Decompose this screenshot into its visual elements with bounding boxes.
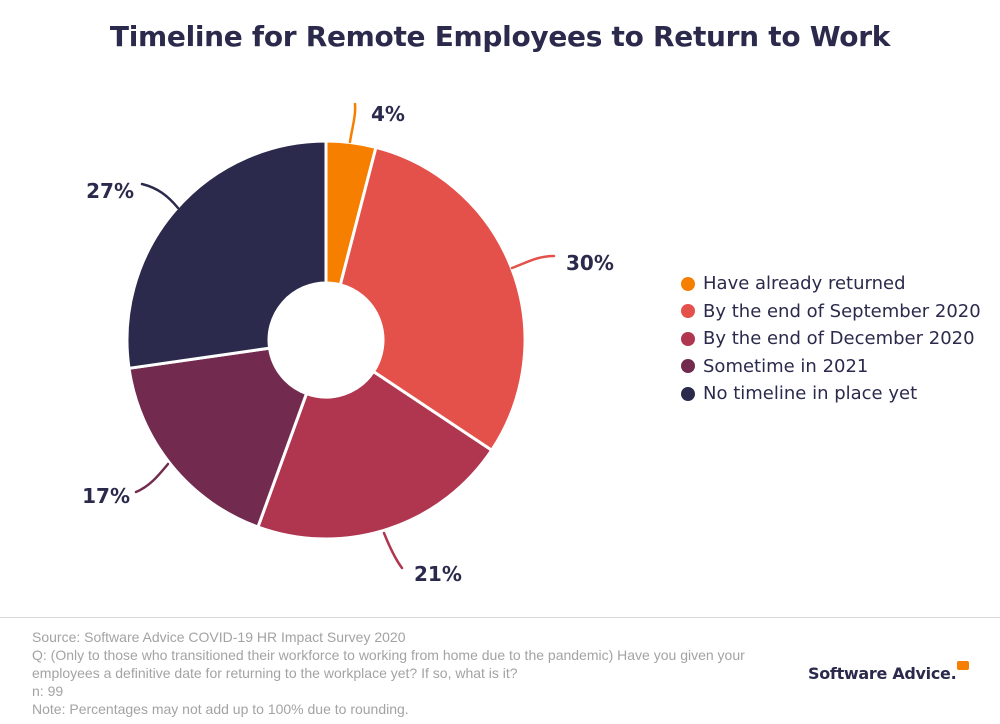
- legend-item-sometime-2021: Sometime in 2021: [681, 353, 981, 381]
- legend-item-already-returned: Have already returned: [681, 270, 981, 298]
- brand-name: Software Advice.: [808, 664, 957, 683]
- legend-item-december-2020: By the end of December 2020: [681, 325, 981, 353]
- leader-line-no-timeline: [140, 182, 180, 210]
- brand-logo: Software Advice.: [808, 661, 970, 683]
- footer-notes: Source: Software Advice COVID-19 HR Impa…: [32, 628, 752, 718]
- leader-line-sometime-2021: [134, 462, 170, 494]
- question-note: Q: (Only to those who transitioned their…: [32, 647, 745, 681]
- donut-chart: 4% 30% 21% 17% 27%: [82, 102, 614, 586]
- legend-swatch-icon: [681, 276, 695, 291]
- legend-item-no-timeline: No timeline in place yet: [681, 380, 981, 408]
- leader-line-december-2020: [382, 531, 404, 570]
- slice-september-2020: [338, 145, 527, 452]
- legend-item-september-2020: By the end of September 2020: [681, 298, 981, 326]
- legend-swatch-icon: [681, 331, 695, 346]
- legend-label: Sometime in 2021: [703, 355, 869, 377]
- legend-swatch-icon: [681, 386, 695, 401]
- source-note: Source: Software Advice COVID-19 HR Impa…: [32, 629, 406, 645]
- sample-size-note: n: 99: [32, 683, 64, 699]
- slice-no-timeline: [125, 139, 328, 370]
- slice-december-2020: [256, 370, 494, 541]
- data-label-no-timeline: 27%: [86, 179, 134, 203]
- legend-label: Have already returned: [703, 273, 906, 295]
- speech-bubble-icon: [957, 661, 970, 670]
- legend-swatch-icon: [681, 304, 695, 319]
- slice-sometime-2021: [127, 346, 309, 529]
- legend-label: By the end of December 2020: [703, 328, 975, 350]
- rounding-note: Note: Percentages may not add up to 100%…: [32, 701, 409, 717]
- slice-labels: 4% 30% 21% 17% 27%: [82, 102, 614, 586]
- data-label-sometime-2021: 17%: [82, 484, 130, 508]
- legend-label: No timeline in place yet: [703, 383, 918, 405]
- data-label-already-returned: 4%: [371, 102, 405, 126]
- chart-title: Timeline for Remote Employees to Return …: [109, 20, 891, 53]
- data-label-december-2020: 21%: [414, 562, 462, 586]
- chart-slices: [125, 139, 527, 541]
- legend-label: By the end of September 2020: [703, 300, 981, 322]
- leader-lines: [134, 102, 556, 570]
- leader-line-september-2020: [510, 254, 556, 270]
- data-label-september-2020: 30%: [566, 251, 614, 275]
- legend-swatch-icon: [681, 359, 695, 374]
- legend: Have already returned By the end of Septe…: [681, 270, 981, 408]
- footer-divider: [0, 617, 1000, 618]
- leader-line-already-returned: [348, 102, 357, 144]
